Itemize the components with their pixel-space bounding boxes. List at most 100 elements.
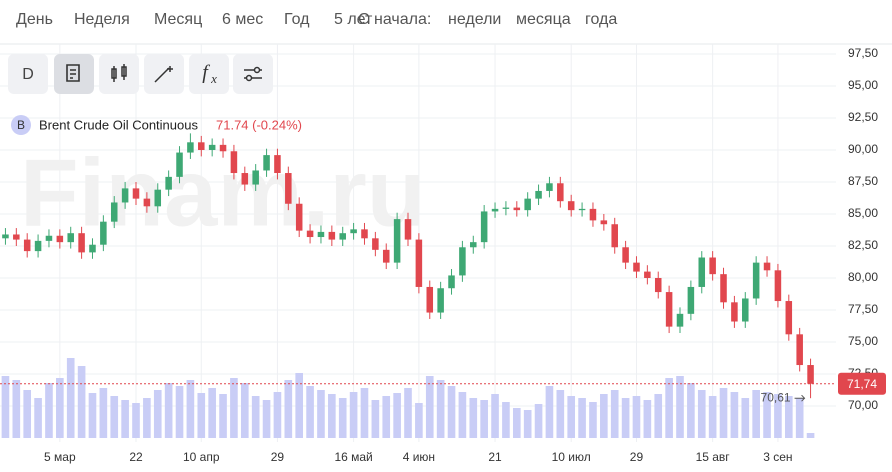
volume-bar	[795, 398, 804, 438]
volume-bar	[719, 388, 728, 438]
candle-body	[415, 239, 423, 287]
candle-body	[317, 231, 325, 238]
legend-quote: 71.74 (-0.24%)	[216, 117, 302, 132]
volume-bar	[88, 393, 97, 438]
volume-bar	[1, 376, 10, 438]
volume-bar	[23, 390, 32, 438]
volume-bar	[621, 398, 630, 438]
volume-bar	[360, 388, 369, 438]
volume-bar	[784, 396, 793, 438]
candle-body	[709, 257, 716, 275]
period-option[interactable]: 5 лет	[334, 11, 373, 28]
since-option[interactable]: месяца	[516, 11, 571, 28]
period-option[interactable]: Месяц	[154, 11, 202, 28]
period-option[interactable]: Год	[284, 11, 310, 28]
function-icon: f	[202, 62, 210, 84]
candle-body	[100, 221, 107, 245]
since-option[interactable]: недели	[448, 11, 501, 28]
interval-label: D	[22, 66, 34, 83]
volume-bar	[730, 392, 739, 438]
period-option[interactable]: День	[16, 11, 53, 28]
candle-body	[676, 313, 684, 327]
settings-button[interactable]	[233, 54, 273, 94]
volume-bar	[164, 383, 173, 438]
candle-body	[154, 189, 162, 207]
candle-body	[633, 262, 640, 272]
candle-body	[720, 274, 727, 303]
y-tick-label: 85,00	[848, 206, 878, 220]
candle-body	[252, 170, 259, 185]
candle-body	[785, 301, 793, 335]
interval-button[interactable]	[8, 54, 48, 94]
candle-body	[589, 208, 597, 221]
x-tick-label: 15 авг	[696, 450, 731, 464]
volume-bar	[665, 378, 673, 438]
candle-body	[698, 257, 706, 287]
volume-bar	[251, 396, 260, 438]
candle-body	[578, 208, 586, 211]
candle-body	[524, 198, 531, 211]
candle-body	[426, 286, 434, 313]
candle-body	[165, 176, 172, 190]
candle-body	[13, 234, 20, 240]
candle-body	[404, 219, 412, 240]
since-label: С начала:	[358, 11, 431, 28]
indicators-button[interactable]	[189, 54, 229, 94]
candle-body	[132, 188, 140, 199]
volume-bar	[763, 392, 771, 438]
x-tick-label: 16 май	[334, 450, 372, 464]
volume-bar	[99, 388, 108, 438]
volume-bar	[741, 398, 750, 438]
candle-body	[143, 198, 151, 207]
volume-bar	[578, 398, 586, 438]
period-option[interactable]: Неделя	[74, 11, 130, 28]
x-tick-label: 21	[488, 450, 502, 464]
volume-bar	[697, 390, 706, 438]
volume-bar	[567, 396, 576, 438]
candle-body	[491, 208, 499, 212]
y-tick-label: 82,50	[848, 238, 878, 252]
grid	[0, 44, 836, 442]
y-tick-label: 75,00	[848, 334, 878, 348]
volume-bar	[284, 380, 293, 438]
candle-body	[393, 219, 401, 263]
x-tick-label: 10 июл	[552, 450, 591, 464]
candle-body	[382, 249, 390, 263]
candle-body	[752, 262, 760, 299]
candle-body	[742, 298, 749, 322]
candle-body	[535, 190, 542, 199]
x-tick-label: 22	[129, 450, 143, 464]
candle-body	[285, 173, 292, 204]
volume-bar	[197, 393, 206, 438]
candle-body	[328, 231, 336, 240]
volume-bar	[502, 402, 510, 438]
x-tick-label: 10 апр	[183, 450, 220, 464]
low-marker-label: 70,61	[761, 390, 791, 404]
volume-bar	[415, 403, 423, 438]
candle-body	[208, 144, 216, 150]
since-option[interactable]: года	[585, 11, 617, 28]
x-tick-label: 4 июн	[403, 450, 435, 464]
candle-body	[557, 183, 564, 202]
volume-bar	[425, 376, 434, 438]
candle-body	[665, 292, 673, 327]
candle-body	[372, 238, 379, 250]
volume-bar	[523, 410, 532, 438]
volume-bar	[600, 394, 608, 438]
volume-bar	[132, 403, 140, 438]
volume-bar	[240, 383, 249, 438]
volume-bar	[208, 388, 216, 438]
volume-bar	[436, 380, 445, 438]
candle-body	[45, 235, 53, 241]
volume-bar	[175, 386, 184, 438]
candle-body	[187, 142, 194, 153]
candles-button[interactable]	[99, 54, 139, 94]
x-tick-label: 5 мар	[44, 450, 76, 464]
volume-bar	[774, 394, 782, 438]
volume-bar	[153, 390, 162, 438]
candle-body	[230, 151, 238, 174]
period-option[interactable]: 6 мес	[222, 11, 263, 28]
candle-body	[306, 230, 314, 238]
candle-body	[56, 235, 64, 243]
volume-bar	[393, 393, 401, 438]
